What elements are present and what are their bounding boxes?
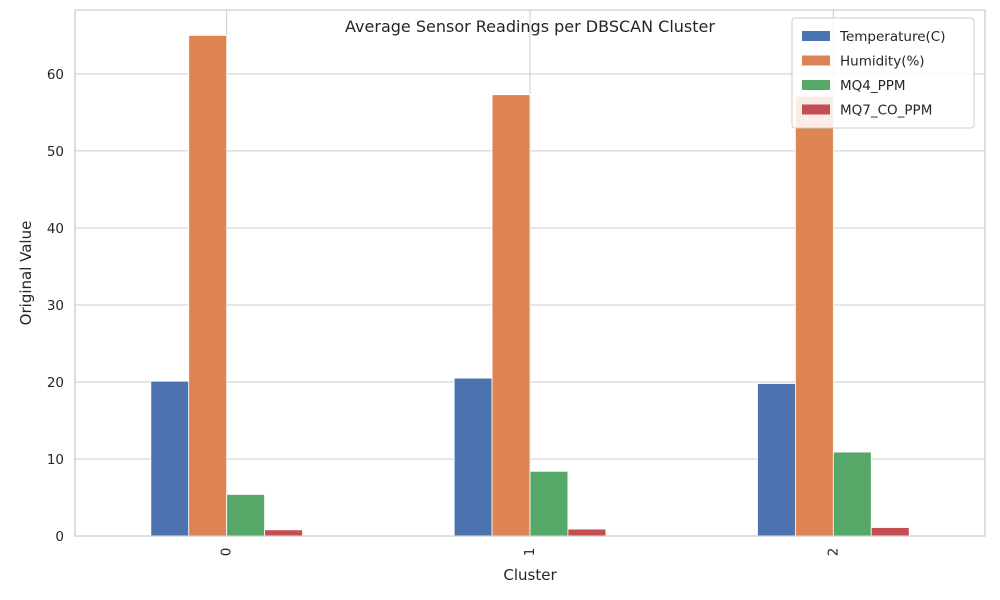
legend-label: MQ7_CO_PPM [840,103,932,119]
bar [567,528,607,537]
bar [226,494,265,537]
legend-swatch [802,31,830,41]
y-tick-label: 10 [47,452,64,468]
x-axis-label: Cluster [503,566,557,584]
bar [188,35,228,537]
y-tick-label: 0 [55,529,64,545]
chart-title: Average Sensor Readings per DBSCAN Clust… [345,17,715,36]
bars-layer [150,35,910,537]
y-axis-ticks: 0 10 20 30 40 50 60 [47,67,64,545]
legend-box [791,17,975,129]
y-tick-label: 30 [47,298,64,314]
x-tick-label: 0 [219,548,235,557]
legend-label: Humidity(%) [840,54,925,70]
bar [529,470,569,537]
bar [264,529,303,537]
y-tick-label: 60 [47,67,64,83]
legend-swatch [802,80,830,90]
x-tick-label: 2 [825,548,841,557]
plot-frame [74,9,986,537]
legend-label: Temperature(C) [839,29,945,45]
bar [832,451,872,537]
bar [757,383,796,537]
bar [795,95,834,537]
x-axis-ticks: 0 1 2 [219,548,842,557]
x-tick-label: 1 [522,548,538,557]
y-tick-label: 40 [47,221,64,237]
y-tick-label: 50 [47,144,64,160]
bar [491,94,531,537]
y-tick-label: 20 [47,375,64,391]
bar [150,380,190,537]
legend-swatch [802,55,830,66]
legend: Temperature(C) Humidity(%) MQ4_PPM MQ7_CO_P… [791,17,975,129]
bar [453,377,493,537]
y-axis-label: Original Value [17,221,35,326]
bar [870,527,910,537]
legend-swatch [802,104,830,115]
legend-label: MQ4_PPM [840,78,906,94]
